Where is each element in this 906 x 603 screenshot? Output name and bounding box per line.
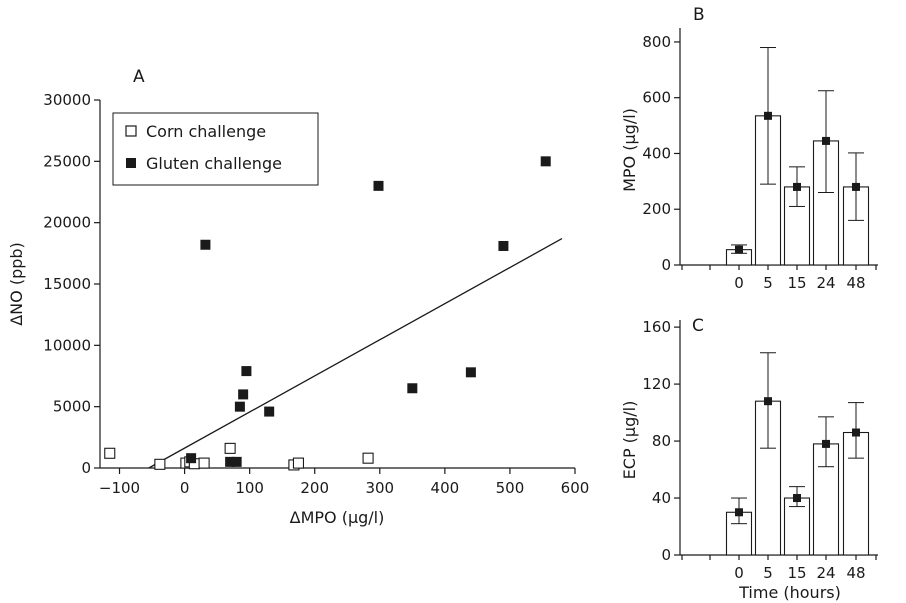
y-tick-label: 400 [642,144,671,162]
y-tick-label: 0 [81,459,91,477]
mean-marker [822,439,830,448]
gluten-point [373,180,384,191]
legend-marker-corn [125,125,137,137]
mean-marker [793,494,801,503]
y-axis-title: MPO (μg/l) [620,108,639,192]
x-tick-label: 48 [846,274,865,292]
scatter-panel-a: A −100 0 100 200 300 400 500 600 0 5000 10000 15000… [7,67,589,527]
y-tick-label: 20000 [43,214,91,232]
legend-label-corn: Corn challenge [146,122,266,141]
y-tick-label: 120 [642,375,671,393]
x-tick-label: −100 [99,479,140,497]
corn-point [198,457,210,469]
mean-marker [764,111,772,120]
x-tick-label: 200 [300,479,329,497]
y-tick-label: 0 [661,256,671,274]
bar [783,497,811,556]
mean-marker [735,508,743,517]
gluten-point [225,456,236,467]
x-tick-label: 24 [816,274,835,292]
x-tick-label: 5 [763,564,773,582]
y-tick-label: 10000 [43,336,91,354]
x-tick-label: 100 [235,479,264,497]
gluten-point [200,239,211,250]
mean-marker [793,182,801,191]
y-tick-label: 5000 [53,398,91,416]
corn-point [362,452,374,464]
x-tick-label: 5 [763,274,773,292]
legend-marker-gluten [126,158,136,168]
mean-marker [764,397,772,406]
gluten-point [234,401,245,412]
corn-point [292,457,305,469]
panel-c-label: C [692,316,704,336]
corn-point [224,442,236,454]
y-tick-label: 15000 [43,275,91,293]
gluten-point [241,366,252,377]
y-tick-label: 800 [642,33,671,51]
y-axis-title: ECP (μg/l) [620,401,639,480]
y-tick-label: 160 [642,318,671,336]
mean-marker [852,428,860,437]
y-tick-label: 600 [642,89,671,107]
mean-marker [735,245,743,254]
y-tick-label: 40 [652,489,671,507]
x-tick-label: 0 [734,564,744,582]
legend-box [112,112,319,186]
mean-marker [822,136,830,145]
y-axis-title: ΔNO (ppb) [7,242,26,326]
bar-panel-b: B 0 200 400 600 800 0 5 15 24 48 MPO (μg/l) [620,5,878,292]
x-axis-title: Time (hours) [738,583,841,602]
gluten-point [498,240,509,251]
gluten-point [186,453,197,464]
y-tick-label: 80 [652,432,671,450]
gluten-point [231,456,242,467]
corn-point [154,458,166,470]
gluten-point [540,156,551,167]
gluten-point [238,389,249,400]
x-tick-label: 0 [734,274,744,292]
regression-line [148,238,563,469]
x-tick-label: 15 [787,274,806,292]
panel-b-label: B [693,5,705,25]
x-tick-label: 0 [180,479,190,497]
x-tick-label: 500 [496,479,525,497]
x-tick-label: 24 [816,564,835,582]
x-tick-label: 300 [365,479,394,497]
panel-a-label: A [133,67,145,87]
corn-point [104,447,116,459]
x-axis-title: ΔMPO (μg/l) [290,508,385,527]
y-tick-label: 25000 [43,152,91,170]
x-tick-label: 600 [561,479,590,497]
gluten-point [465,367,476,378]
y-tick-label: 0 [661,546,671,564]
y-tick-label: 30000 [43,91,91,109]
bar-panel-c: C 0 40 80 120 160 0 5 15 24 48 ECP (μg/l) Time (h… [620,316,878,602]
gluten-point [264,406,275,417]
x-tick-label: 400 [431,479,460,497]
legend: Corn challenge Gluten challenge [112,112,319,186]
legend-label-gluten: Gluten challenge [146,154,282,173]
mean-marker [852,182,860,191]
x-tick-label: 48 [846,564,865,582]
gluten-point [407,383,418,394]
x-tick-label: 15 [787,564,806,582]
y-tick-label: 200 [642,200,671,218]
